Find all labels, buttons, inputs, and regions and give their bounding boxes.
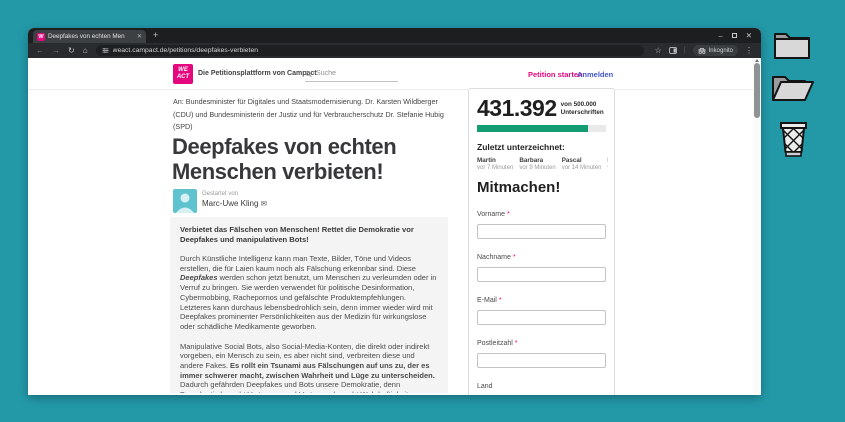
progress-fill bbox=[477, 125, 588, 132]
country-label: Land bbox=[477, 383, 493, 390]
browser-tab[interactable]: W Deepfakes von echten Men ✕ bbox=[33, 30, 146, 43]
reload-icon[interactable]: ↻ bbox=[68, 45, 75, 55]
avatar bbox=[173, 189, 197, 213]
tab-close-icon[interactable]: ✕ bbox=[136, 34, 142, 40]
start-petition-link[interactable]: Petition starten bbox=[528, 70, 583, 79]
window-controls: – ✕ bbox=[719, 31, 761, 40]
weact-logo[interactable]: WE ACT bbox=[173, 64, 193, 84]
folder-open-icon[interactable] bbox=[769, 69, 816, 105]
site-header: WE ACT Die Petitionsplattform von Campac… bbox=[28, 58, 761, 90]
signer-item: Patricia vor 16 Minuten bbox=[607, 157, 608, 171]
petition-text-box: Verbietet das Fälschen von Menschen! Ret… bbox=[170, 217, 448, 393]
signature-counter: 431.392 von 500.000 Unterschriften bbox=[477, 97, 606, 120]
page-viewport: WE ACT Die Petitionsplattform von Campac… bbox=[28, 58, 761, 395]
petition-summary: Verbietet das Fälschen von Menschen! Ret… bbox=[180, 225, 414, 244]
toolbar-right: ☆ | Inkognito ⋮ bbox=[655, 45, 753, 56]
signer-item: Pascal vor 14 Minuten bbox=[561, 157, 602, 171]
form-group-email: E-Mail * bbox=[477, 289, 606, 325]
url-text: weact.campact.de/petitions/deepfakes-ver… bbox=[112, 47, 259, 54]
signer-item: Barbara vor 9 Minuten bbox=[519, 157, 556, 171]
petition-title: Deepfakes von echten Menschen verbieten! bbox=[172, 134, 397, 184]
search-icon bbox=[305, 70, 312, 77]
close-window-button[interactable]: ✕ bbox=[745, 31, 752, 40]
scrollbar-up-arrow[interactable] bbox=[755, 59, 759, 62]
signature-goal: von 500.000 Unterschriften bbox=[560, 101, 604, 116]
author-name: Marc-Uwe Kling ✉ bbox=[202, 199, 267, 208]
toolbar-separator: | bbox=[683, 47, 686, 54]
trash-icon[interactable] bbox=[778, 121, 809, 158]
scrollbar-thumb[interactable] bbox=[754, 63, 760, 118]
address-bar[interactable]: weact.campact.de/petitions/deepfakes-ver… bbox=[95, 45, 644, 56]
browser-toolbar: ← → ↻ ⌂ weact.campact.de/petitions/deepf… bbox=[28, 43, 761, 58]
incognito-badge: Inkognito bbox=[692, 45, 738, 56]
incognito-label: Inkognito bbox=[708, 47, 733, 54]
recent-signers-list: Martin vor 7 Minuten Barbara vor 9 Minut… bbox=[477, 157, 608, 171]
progress-bar bbox=[477, 125, 606, 132]
login-link[interactable]: Anmelden bbox=[577, 70, 614, 79]
form-group-nachname: Nachname * bbox=[477, 246, 606, 282]
form-group-vorname: Vorname * bbox=[477, 203, 606, 239]
required-marker: * bbox=[514, 340, 518, 347]
search-input[interactable] bbox=[316, 70, 398, 77]
back-icon[interactable]: ← bbox=[36, 45, 44, 55]
petition-paragraph-1: Durch Künstliche Intelligenz kann man Te… bbox=[180, 254, 437, 331]
home-icon[interactable]: ⌂ bbox=[82, 45, 88, 55]
menu-dots-icon[interactable]: ⋮ bbox=[745, 45, 753, 55]
signature-card: 431.392 von 500.000 Unterschriften Zulet… bbox=[468, 88, 615, 395]
email-icon[interactable]: ✉ bbox=[260, 199, 267, 208]
bookmark-star-icon[interactable]: ☆ bbox=[654, 45, 662, 55]
forward-icon[interactable]: → bbox=[52, 45, 60, 55]
incognito-icon bbox=[698, 47, 706, 54]
signature-count: 431.392 bbox=[477, 95, 557, 121]
site-info-icon[interactable] bbox=[102, 47, 109, 54]
started-by-label: Gestartet von bbox=[202, 191, 239, 197]
postleitzahl-input[interactable] bbox=[477, 353, 606, 368]
tab-title: Deepfakes von echten Men bbox=[48, 33, 125, 40]
tab-bar: W Deepfakes von echten Men ✕ + bbox=[28, 28, 761, 43]
minimize-button[interactable]: – bbox=[718, 31, 723, 40]
nachname-input[interactable] bbox=[477, 267, 606, 282]
form-group-land: Land Deutschland bbox=[477, 375, 606, 395]
author-block: Gestartet von Marc-Uwe Kling ✉ bbox=[173, 189, 267, 213]
site-favicon: W bbox=[37, 32, 45, 41]
new-tab-button[interactable]: + bbox=[153, 30, 159, 40]
signer-item: Martin vor 7 Minuten bbox=[477, 157, 514, 171]
site-tagline: Die Petitionsplattform von Campact bbox=[198, 70, 317, 77]
required-marker: * bbox=[512, 254, 516, 261]
required-marker: * bbox=[507, 211, 510, 218]
folder-closed-icon[interactable] bbox=[772, 27, 812, 60]
side-panel-icon[interactable] bbox=[668, 47, 677, 54]
search-box[interactable] bbox=[305, 66, 398, 82]
petition-recipient: An: Bundesminister für Digitales und Sta… bbox=[173, 97, 444, 132]
browser-window: W Deepfakes von echten Men ✕ + bbox=[28, 28, 761, 395]
required-marker: * bbox=[498, 297, 502, 304]
scrollbar[interactable] bbox=[753, 58, 761, 395]
recent-signers-heading: Zuletzt unterzeichnet: bbox=[477, 142, 565, 152]
form-group-postleitzahl: Postleitzahl * bbox=[477, 332, 606, 368]
petition-paragraph-2: Manipulative Social Bots, also Social-Me… bbox=[180, 341, 435, 393]
email-input[interactable] bbox=[477, 310, 606, 325]
vorname-input[interactable] bbox=[477, 224, 606, 239]
join-heading: Mitmachen! bbox=[477, 179, 561, 196]
maximize-button[interactable] bbox=[731, 33, 737, 38]
